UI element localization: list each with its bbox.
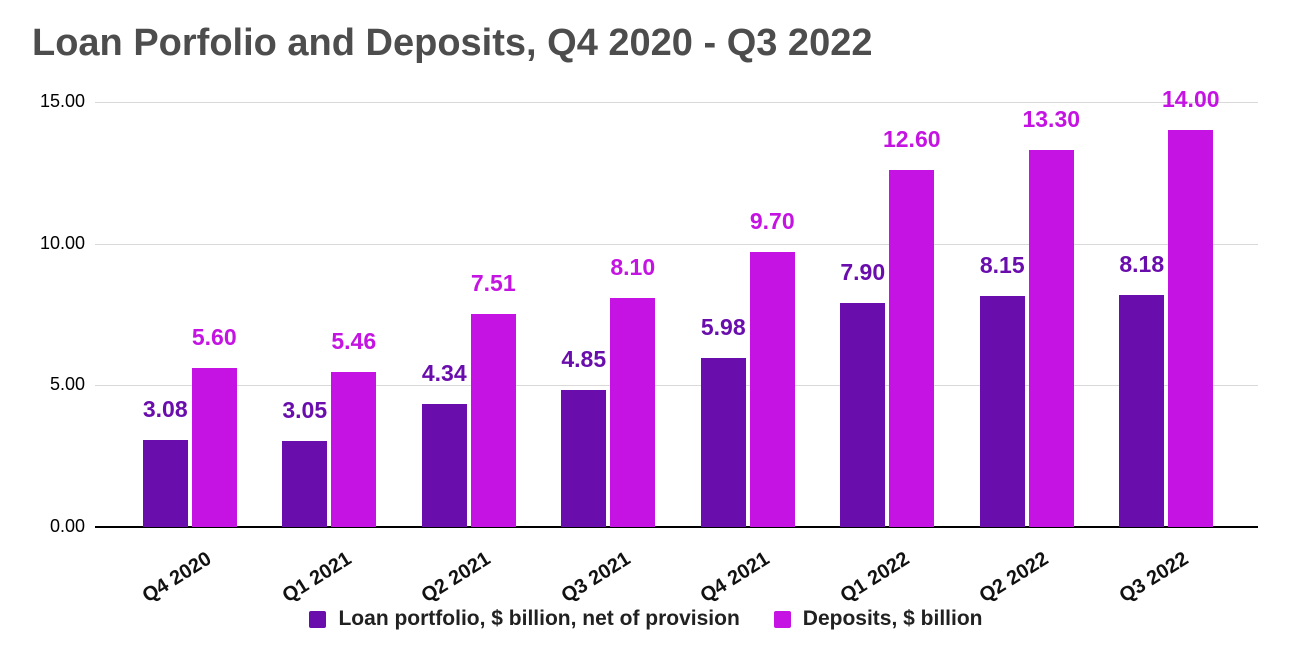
legend-swatch: [309, 610, 327, 628]
x-axis-label: Q1 2022: [836, 547, 913, 608]
deposits-bar: [331, 372, 377, 527]
x-axis-label: Q3 2022: [1115, 547, 1192, 608]
loan-portfolio-bar: [142, 439, 188, 527]
bar-value-label: 8.18: [1119, 251, 1165, 278]
bar-value-label: 3.08: [142, 395, 188, 422]
loan-portfolio-bar: [421, 404, 467, 527]
bar-value-label: 5.98: [700, 313, 746, 340]
bar-value-label: 7.51: [470, 270, 516, 297]
legend-item: Loan portfolio, $ billion, net of provis…: [309, 607, 740, 631]
loan-portfolio-bar: [282, 440, 328, 527]
loan-portfolio-bar: [561, 389, 607, 527]
deposits-bar: [1028, 150, 1074, 527]
x-axis-label: Q4 2020: [138, 547, 216, 608]
legend-swatch: [773, 610, 791, 628]
bar-value-label: 9.70: [749, 208, 795, 235]
legend-label: Loan portfolio, $ billion, net of provis…: [338, 607, 740, 630]
x-axis-line: [95, 526, 1258, 528]
gridline: [95, 385, 1258, 387]
x-axis-label: Q1 2021: [278, 547, 355, 608]
bar-value-label: 14.00: [1161, 86, 1220, 113]
bar-value-label: 4.85: [561, 345, 607, 372]
x-axis-label: Q2 2021: [417, 547, 495, 608]
loan-portfolio-bar: [979, 296, 1025, 527]
bar-value-label: 8.10: [610, 253, 656, 280]
y-axis-tick-label: 15.00: [39, 91, 85, 111]
deposits-bar: [610, 297, 656, 527]
x-axis-label: Q4 2021: [696, 547, 774, 608]
y-axis-tick-label: 5.00: [49, 374, 85, 395]
bar-value-label: 5.60: [191, 324, 237, 351]
y-axis-tick-label: 10.00: [39, 232, 85, 253]
y-axis-tick-label: 0.00: [49, 516, 85, 536]
gridline: [95, 243, 1258, 245]
loan-portfolio-bar: [1119, 295, 1165, 527]
bar-value-label: 5.46: [331, 328, 377, 355]
legend: Loan portfolio, $ billion, net of provis…: [0, 607, 1292, 631]
deposits-bar: [889, 170, 935, 527]
bar-value-label: 4.34: [421, 360, 467, 387]
chart-title: Loan Porfolio and Deposits, Q4 2020 - Q3…: [32, 22, 873, 64]
bar-value-label: 8.15: [979, 252, 1025, 279]
deposits-bar: [191, 368, 237, 527]
deposits-bar: [470, 314, 516, 527]
loan-portfolio-bar: [700, 357, 746, 527]
legend-label: Deposits, $ billion: [802, 607, 983, 630]
bar-value-label: 7.90: [840, 259, 886, 286]
deposits-bar: [1168, 130, 1214, 527]
bar-value-label: 12.60: [882, 126, 941, 152]
deposits-bar: [749, 252, 795, 527]
bar-value-label: 3.05: [282, 396, 328, 423]
loan-portfolio-bar: [840, 303, 886, 527]
legend-item: Deposits, $ billion: [773, 607, 983, 631]
x-axis-label: Q2 2022: [975, 547, 1053, 608]
x-axis-label: Q3 2021: [557, 547, 634, 608]
gridline: [95, 102, 1258, 103]
bar-value-label: 13.30: [1022, 106, 1081, 133]
